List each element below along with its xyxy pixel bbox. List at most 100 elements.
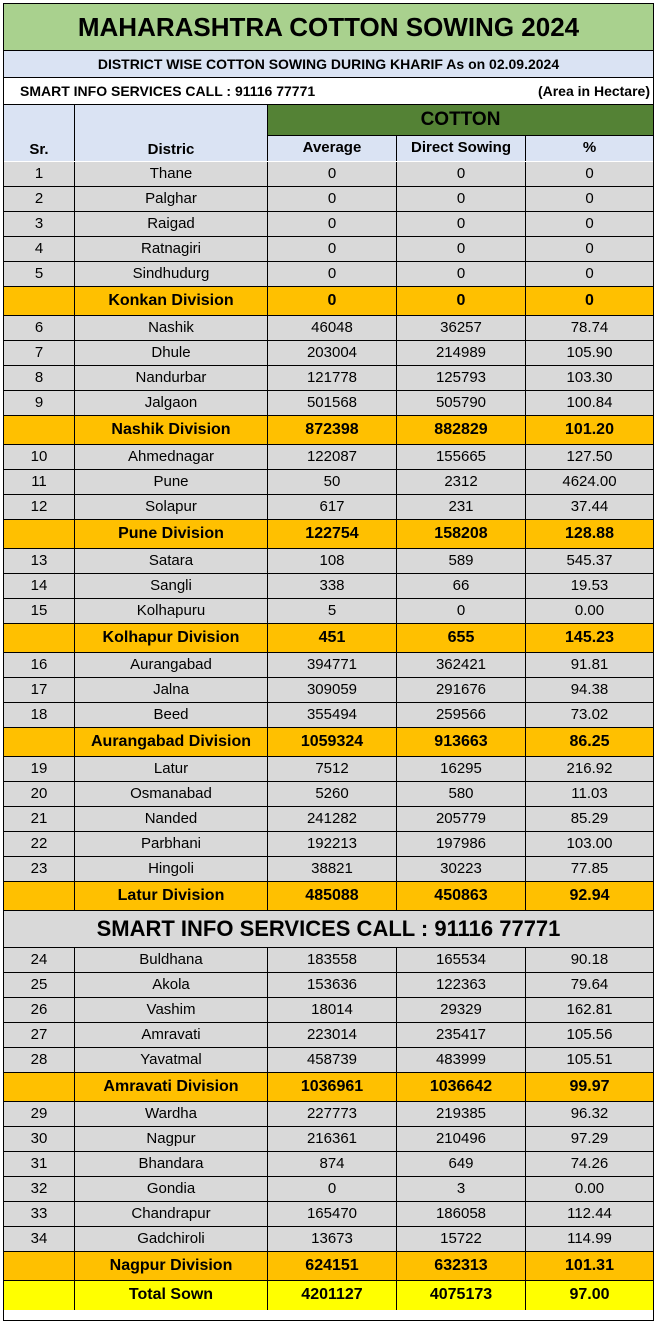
table-row: 14 Sangli 338 66 19.53 — [4, 574, 653, 599]
table-row: 22 Parbhani 192213 197986 103.00 — [4, 832, 653, 857]
district-cell: Akola — [75, 973, 268, 998]
average-cell: 223014 — [268, 1023, 397, 1048]
sr-cell: 7 — [4, 341, 75, 366]
district-cell: Nanded — [75, 807, 268, 832]
average-cell: 165470 — [268, 1202, 397, 1227]
percent-cell: 19.53 — [570, 577, 609, 594]
district-cell: Nagpur — [75, 1127, 268, 1152]
sr-cell — [4, 1073, 75, 1102]
direct-sowing-cell: 30223 — [397, 857, 526, 882]
table-row: 20 Osmanabad 5260 580 11.03 — [4, 782, 653, 807]
percent-cell: 74.26 — [570, 1155, 609, 1172]
average-cell: 617 — [268, 495, 397, 520]
percent-cell: 77.85 — [570, 860, 609, 877]
percent-cell: 0 — [585, 292, 594, 309]
sr-cell: 32 — [4, 1177, 75, 1202]
district-cell: Vashim — [75, 998, 268, 1023]
district-cell: Jalgaon — [75, 391, 268, 416]
average-cell: 501568 — [268, 391, 397, 416]
direct-sowing-cell: 0 — [397, 237, 526, 262]
direct-sowing-cell: 155665 — [397, 445, 526, 470]
district-cell: Satara — [75, 549, 268, 574]
percent-cell: 86.25 — [569, 733, 610, 750]
district-cell: Beed — [75, 703, 268, 728]
percent-cell: 4624.00 — [562, 473, 617, 490]
sr-cell: 6 — [4, 316, 75, 341]
average-cell: 13673 — [268, 1227, 397, 1252]
sr-cell: 1 — [4, 162, 75, 187]
district-cell: Konkan Division — [75, 287, 268, 316]
sr-cell: 13 — [4, 549, 75, 574]
average-cell: 0 — [268, 262, 397, 287]
direct-sowing-cell: 197986 — [397, 832, 526, 857]
sr-cell: 30 — [4, 1127, 75, 1152]
percent-cell: 73.02 — [570, 706, 609, 723]
sr-cell — [4, 287, 75, 316]
direct-sowing-cell: 158208 — [397, 520, 526, 549]
table-row: 28 Yavatmal 458739 483999 105.51 — [4, 1048, 653, 1073]
district-cell: Osmanabad — [75, 782, 268, 807]
direct-sowing-cell: 205779 — [397, 807, 526, 832]
district-cell: Amravati Division — [75, 1073, 268, 1102]
direct-sowing-cell: 36257 — [397, 316, 526, 341]
average-cell: 241282 — [268, 807, 397, 832]
table-row: 30 Nagpur 216361 210496 97.29 — [4, 1127, 653, 1152]
page-title: MAHARASHTRA COTTON SOWING 2024 — [4, 4, 653, 51]
total-row: Total Sown 4201127 4075173 97.00 — [4, 1281, 653, 1310]
sr-cell: 28 — [4, 1048, 75, 1073]
table-row: 5 Sindhudurg 0 0 0 — [4, 262, 653, 287]
percent-cell: 216.92 — [566, 760, 613, 777]
average-cell: 458739 — [268, 1048, 397, 1073]
average-cell: 7512 — [268, 757, 397, 782]
contact-row: SMART INFO SERVICES CALL : 91116 77771 (… — [4, 78, 653, 105]
district-cell: Gondia — [75, 1177, 268, 1202]
average-cell: 227773 — [268, 1102, 397, 1127]
average-cell: 0 — [268, 187, 397, 212]
average-cell: 485088 — [268, 882, 397, 911]
direct-sowing-cell: 210496 — [397, 1127, 526, 1152]
sr-cell: 29 — [4, 1102, 75, 1127]
table-row: 31 Bhandara 874 649 74.26 — [4, 1152, 653, 1177]
direct-sowing-cell: 0 — [397, 599, 526, 624]
division-subtotal-row: Latur Division 485088 450863 92.94 — [4, 882, 653, 911]
average-cell: 153636 — [268, 973, 397, 998]
sr-cell: 10 — [4, 445, 75, 470]
sr-cell: 17 — [4, 678, 75, 703]
sr-cell: 16 — [4, 653, 75, 678]
table-row: 23 Hingoli 38821 30223 77.85 — [4, 857, 653, 882]
district-cell: Latur Division — [75, 882, 268, 911]
direct-sowing-cell: 882829 — [397, 416, 526, 445]
percent-cell: 101.31 — [565, 1257, 614, 1274]
average-cell: 0 — [268, 237, 397, 262]
sr-cell: 22 — [4, 832, 75, 857]
table-row: 11 Pune 50 2312 4624.00 — [4, 470, 653, 495]
average-cell: 203004 — [268, 341, 397, 366]
district-cell: Raigad — [75, 212, 268, 237]
direct-sowing-cell: 219385 — [397, 1102, 526, 1127]
percent-cell: 545.37 — [566, 552, 613, 569]
sr-cell: 11 — [4, 470, 75, 495]
average-cell: 1036961 — [268, 1073, 397, 1102]
sr-cell: 20 — [4, 782, 75, 807]
district-cell: Ahmednagar — [75, 445, 268, 470]
table-row: 16 Aurangabad 394771 362421 91.81 — [4, 653, 653, 678]
table-row: 18 Beed 355494 259566 73.02 — [4, 703, 653, 728]
district-cell: Gadchiroli — [75, 1227, 268, 1252]
district-cell: Buldhana — [75, 948, 268, 973]
district-cell: Nandurbar — [75, 366, 268, 391]
division-subtotal-row: Nagpur Division 624151 632313 101.31 — [4, 1252, 653, 1281]
sr-cell — [4, 520, 75, 549]
district-cell: Ratnagiri — [75, 237, 268, 262]
average-cell: 216361 — [268, 1127, 397, 1152]
direct-sowing-cell: 483999 — [397, 1048, 526, 1073]
table-row: 9 Jalgaon 501568 505790 100.84 — [4, 391, 653, 416]
sr-cell: 3 — [4, 212, 75, 237]
district-cell: Thane — [75, 162, 268, 187]
direct-sowing-cell: 0 — [397, 212, 526, 237]
header-district: Distric — [75, 105, 268, 161]
district-cell: Sangli — [75, 574, 268, 599]
percent-cell: 105.51 — [566, 1051, 613, 1068]
header-sr: Sr. — [4, 105, 75, 161]
percent-cell: 0 — [585, 215, 594, 232]
percent-cell: 101.20 — [565, 421, 614, 438]
